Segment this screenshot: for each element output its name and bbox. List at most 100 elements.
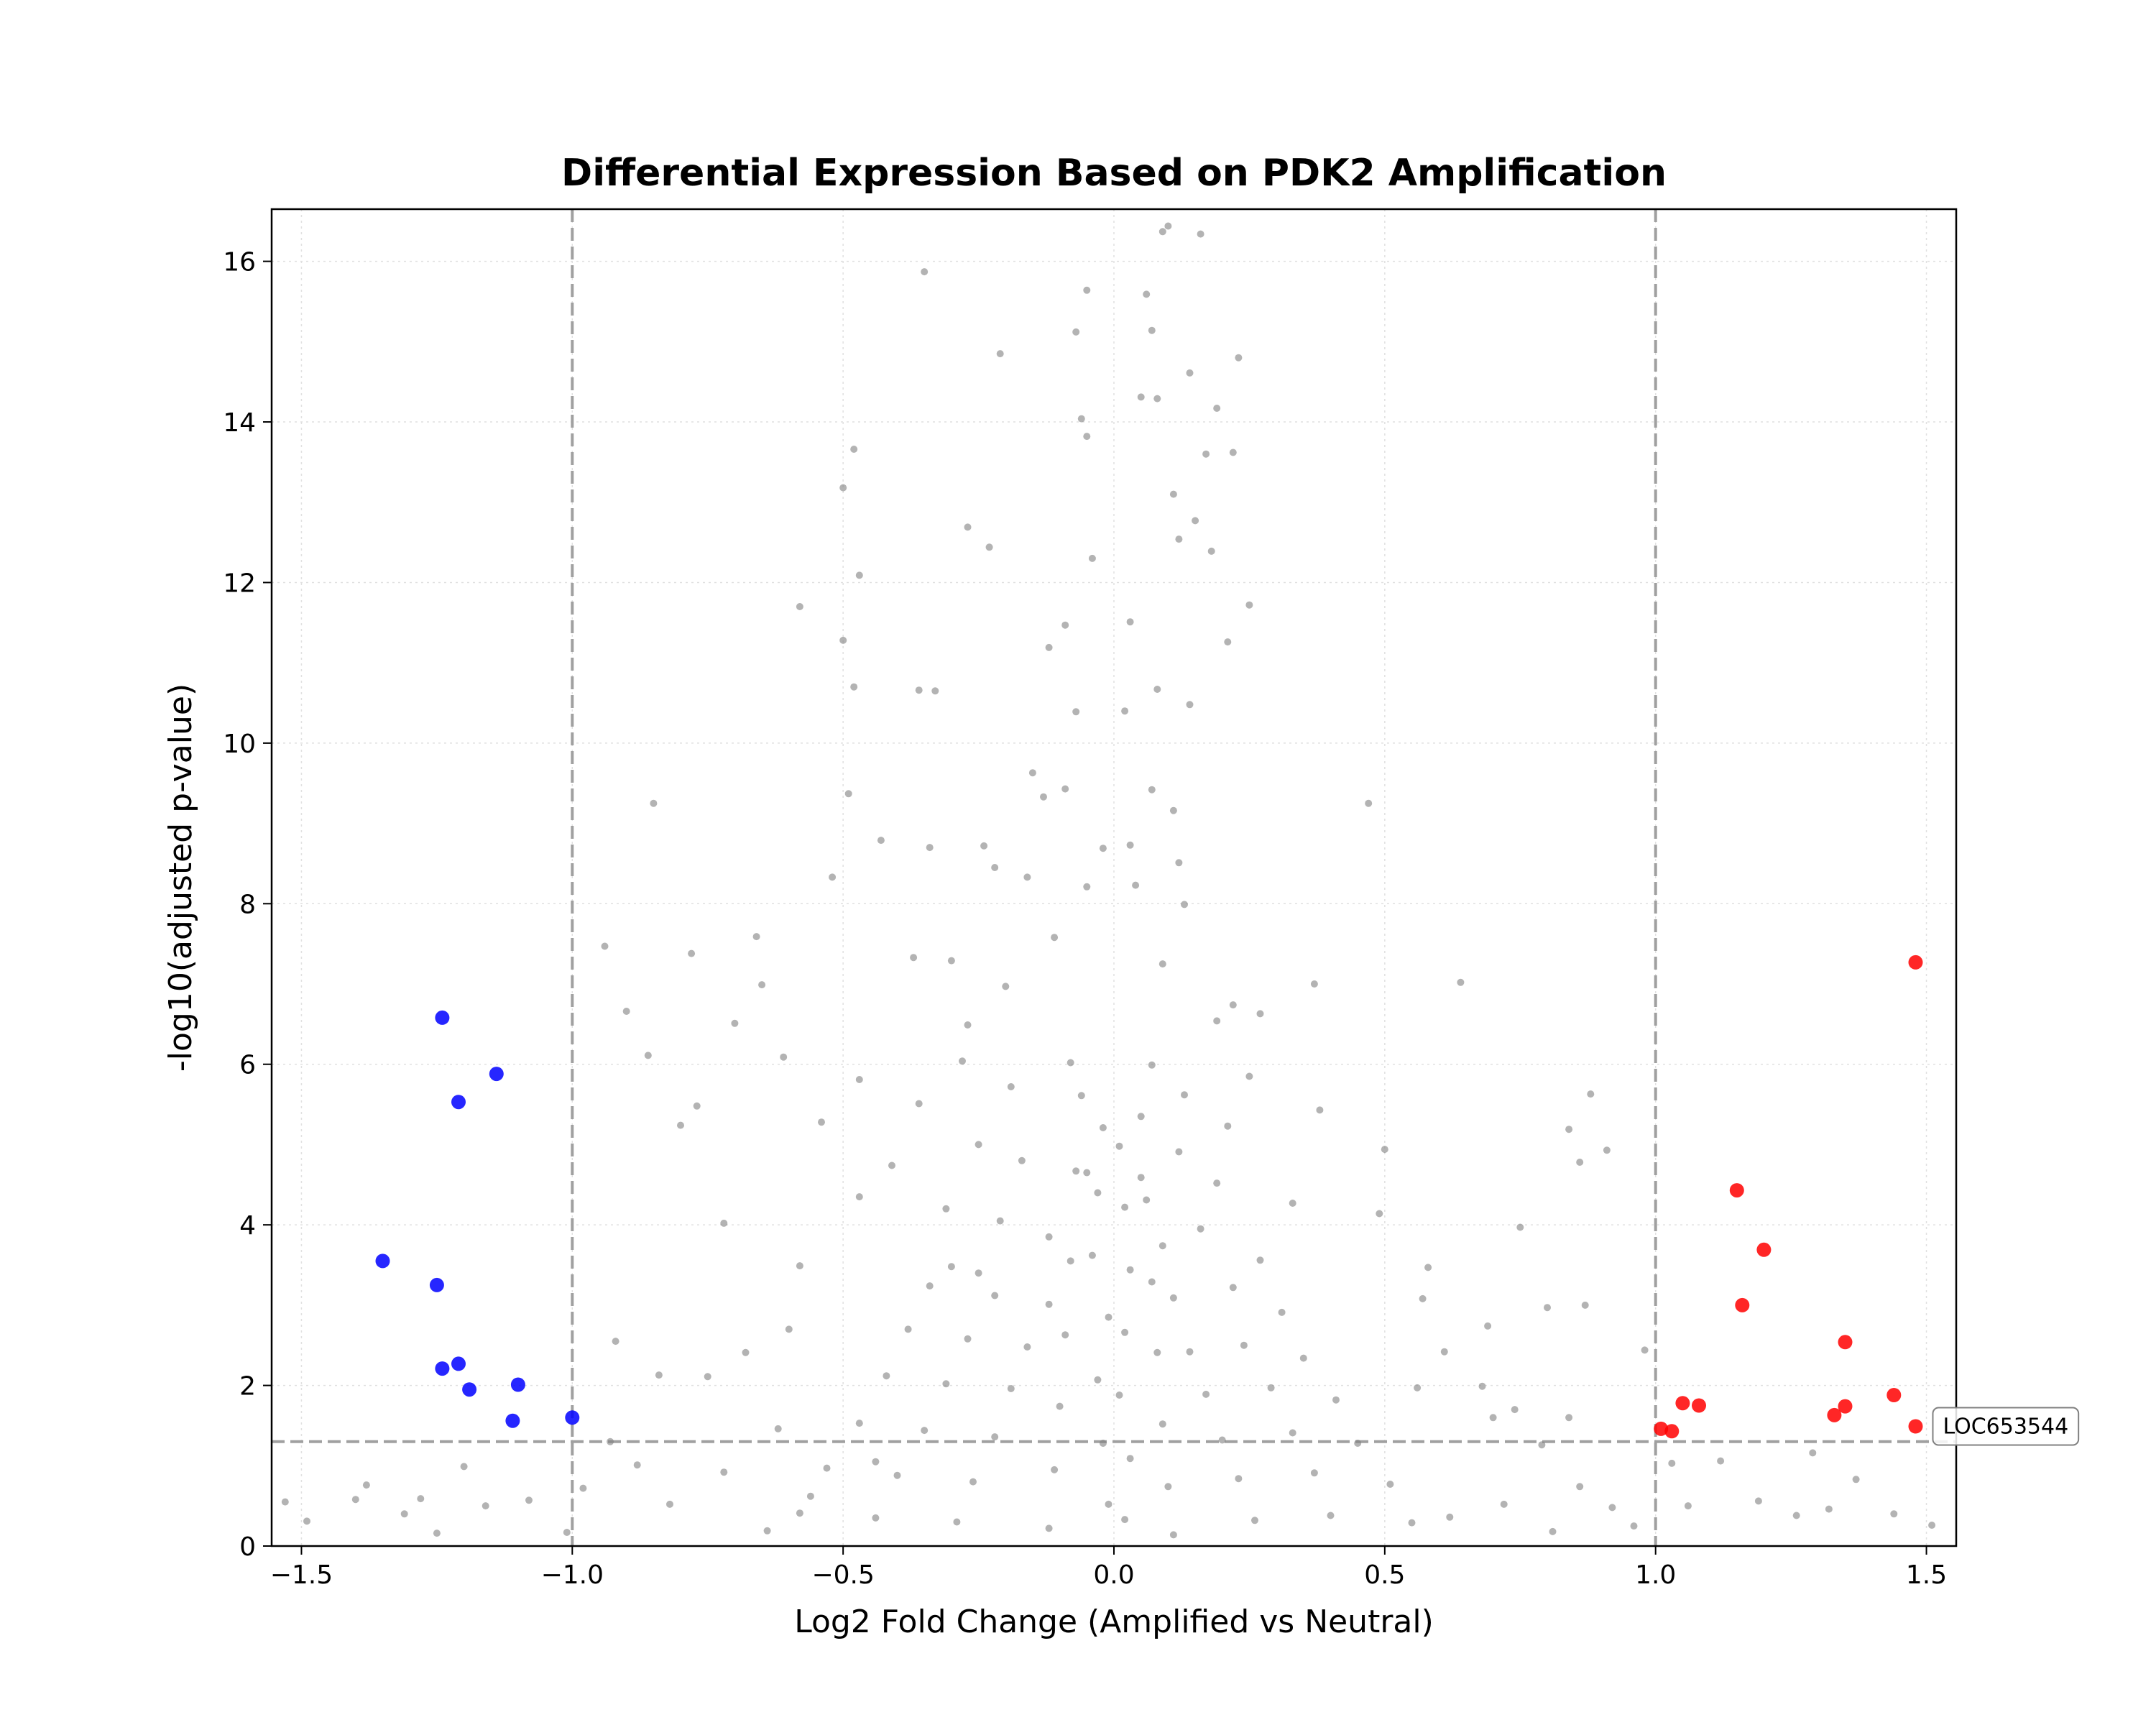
gene-point — [650, 799, 658, 807]
gene-point — [633, 1461, 641, 1469]
gene-point — [844, 790, 852, 798]
gene-point — [1158, 960, 1166, 968]
gene-point — [1164, 1483, 1172, 1491]
gene-point — [1164, 222, 1172, 230]
gene-point — [1094, 1376, 1102, 1384]
gene-point — [855, 571, 863, 579]
downregulated-gene-point — [451, 1095, 466, 1110]
gene-point — [969, 1478, 977, 1486]
gene-point — [1169, 806, 1177, 814]
gene-point — [1175, 859, 1183, 867]
gene-point — [1153, 686, 1161, 693]
gene-point — [996, 350, 1004, 358]
gene-point — [1121, 1516, 1129, 1524]
gene-point — [1376, 1210, 1383, 1218]
gene-point — [622, 1008, 630, 1015]
gene-point — [1197, 230, 1204, 238]
upregulated-gene-point — [1838, 1335, 1853, 1350]
gene-point — [1158, 228, 1166, 236]
gene-point — [991, 1292, 999, 1300]
gene-point — [850, 683, 858, 691]
gene-point — [1077, 1092, 1085, 1100]
gene-point — [1684, 1502, 1692, 1510]
gene-point — [1126, 1455, 1134, 1463]
gene-point — [1143, 1196, 1151, 1204]
gene-point — [1083, 433, 1091, 441]
gene-point — [731, 1019, 739, 1027]
gene-point — [931, 687, 939, 695]
gene-point — [1890, 1510, 1898, 1518]
gene-point — [1809, 1449, 1817, 1457]
gene-point — [947, 957, 955, 965]
gene-point — [991, 864, 999, 871]
gene-point — [1115, 1142, 1123, 1150]
gene-point — [1169, 1294, 1177, 1302]
gene-point — [1088, 1251, 1096, 1259]
upregulated-gene-point — [1886, 1388, 1902, 1402]
downregulated-gene-point — [429, 1277, 444, 1292]
gene-point — [742, 1348, 750, 1356]
gene-point — [915, 686, 923, 694]
upregulated-gene-point — [1756, 1242, 1772, 1257]
gene-point — [1641, 1346, 1649, 1354]
gene-point — [975, 1141, 982, 1149]
gene-point — [872, 1458, 880, 1466]
gene-point — [1229, 1284, 1237, 1292]
gene-point — [720, 1468, 728, 1476]
gene-point — [1267, 1384, 1275, 1392]
gene-point — [1202, 1390, 1210, 1398]
gene-point — [980, 842, 988, 850]
gene-point — [1099, 1440, 1107, 1447]
gene-point — [1121, 1328, 1129, 1336]
gene-annotation: LOC653544 — [1932, 1407, 2080, 1446]
upregulated-gene-point — [1908, 954, 1923, 970]
gene-point — [1083, 1169, 1091, 1177]
gene-point — [1668, 1459, 1676, 1467]
upregulated-gene-point — [1654, 1421, 1669, 1436]
y-tick-label: 14 — [223, 408, 256, 438]
gene-point — [839, 636, 847, 644]
gene-point — [996, 1217, 1004, 1225]
gene-point — [975, 1269, 982, 1277]
gene-point — [1381, 1146, 1388, 1154]
gene-point — [1158, 1420, 1166, 1428]
downregulated-gene-point — [510, 1377, 525, 1392]
gene-point — [1083, 286, 1091, 294]
gene-point — [704, 1373, 711, 1381]
gene-point — [763, 1527, 771, 1535]
gene-point — [1235, 354, 1243, 362]
gene-point — [1245, 601, 1253, 609]
gene-point — [796, 1509, 803, 1517]
gene-point — [758, 981, 766, 989]
upregulated-gene-point — [1729, 1183, 1744, 1198]
gene-point — [1143, 290, 1151, 298]
x-tick-label: −0.5 — [811, 1560, 874, 1590]
y-axis-label: -log10(adjusted p-value) — [162, 684, 199, 1072]
gene-point — [904, 1325, 912, 1333]
gene-point — [1007, 1083, 1015, 1090]
gene-point — [482, 1502, 489, 1510]
gene-point — [1121, 1203, 1129, 1211]
gene-point — [601, 942, 609, 950]
gene-point — [1126, 841, 1134, 849]
gene-point — [888, 1162, 895, 1169]
gene-point — [1056, 1402, 1064, 1410]
gene-point — [1175, 535, 1183, 543]
x-tick-label: −1.5 — [270, 1560, 333, 1590]
upregulated-gene-point — [1664, 1424, 1680, 1439]
gene-point — [1132, 881, 1140, 889]
gene-point — [839, 484, 847, 492]
gene-point — [1126, 1266, 1134, 1274]
gene-point — [1516, 1223, 1524, 1231]
gene-point — [612, 1338, 619, 1346]
gene-point — [774, 1425, 782, 1432]
gene-point — [362, 1481, 370, 1489]
gene-point — [1245, 1072, 1253, 1080]
gene-point — [1175, 1148, 1183, 1156]
gene-point — [417, 1495, 425, 1503]
gene-point — [1299, 1354, 1307, 1362]
gene-point — [1121, 707, 1129, 715]
gene-point — [959, 1057, 966, 1065]
gene-point — [1511, 1406, 1519, 1414]
